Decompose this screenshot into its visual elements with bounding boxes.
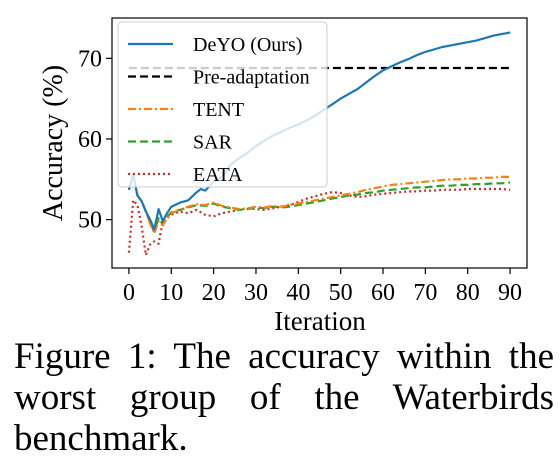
x-tick-label: 50 <box>329 280 353 306</box>
series-line-tent <box>127 173 511 235</box>
x-tick-label: 70 <box>413 280 437 306</box>
legend-box <box>117 21 328 188</box>
x-tick-label: 0 <box>123 280 135 306</box>
figure-caption: Figure 1: The accuracy within the worst … <box>14 336 554 459</box>
x-tick-label: 20 <box>202 280 226 306</box>
x-tick-label: 80 <box>456 280 480 306</box>
y-tick-label: 50 <box>78 208 102 234</box>
legend: DeYO (Ours) Pre-adaptation TENT SAR EATA <box>117 21 328 188</box>
x-tick-label: 10 <box>159 280 183 306</box>
x-tick-label: 40 <box>286 280 310 306</box>
legend-label-sar: SAR <box>193 132 233 154</box>
legend-label-deyo-ours: DeYO (Ours) <box>193 34 302 56</box>
legend-label-tent: TENT <box>193 99 244 121</box>
y-axis-ticks: 50 60 70 <box>78 46 112 234</box>
y-axis-label: Accuracy (%) <box>38 65 69 221</box>
legend-label-eata: EATA <box>193 164 243 186</box>
y-tick-label: 70 <box>78 46 102 72</box>
x-tick-label: 30 <box>244 280 268 306</box>
x-axis-ticks: 0 10 20 30 40 50 60 70 80 90 <box>123 268 522 306</box>
x-tick-label: 60 <box>371 280 395 306</box>
series-line-eata <box>127 187 511 257</box>
plot-frame <box>111 17 528 269</box>
legend-label-pre-adaptation: Pre-adaptation <box>193 67 310 89</box>
x-axis-label: Iteration <box>274 306 366 336</box>
y-tick-label: 60 <box>78 127 102 153</box>
line-chart: 0 10 20 30 40 50 60 70 80 90 50 60 70 DeYO (Ours) Pr… <box>38 17 528 336</box>
x-tick-label: 90 <box>498 280 522 306</box>
